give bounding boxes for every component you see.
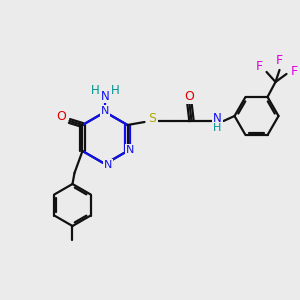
Text: S: S xyxy=(148,112,157,125)
Text: N: N xyxy=(100,89,109,103)
Text: O: O xyxy=(184,89,194,103)
Text: F: F xyxy=(291,65,298,78)
Text: O: O xyxy=(56,110,66,122)
Text: N: N xyxy=(101,106,109,116)
Text: H: H xyxy=(91,85,99,98)
Text: N: N xyxy=(104,160,112,170)
Text: H: H xyxy=(111,85,119,98)
Text: H: H xyxy=(213,123,222,133)
Text: F: F xyxy=(276,54,283,68)
Text: N: N xyxy=(213,112,222,124)
Text: F: F xyxy=(256,60,263,74)
Text: N: N xyxy=(126,145,135,155)
